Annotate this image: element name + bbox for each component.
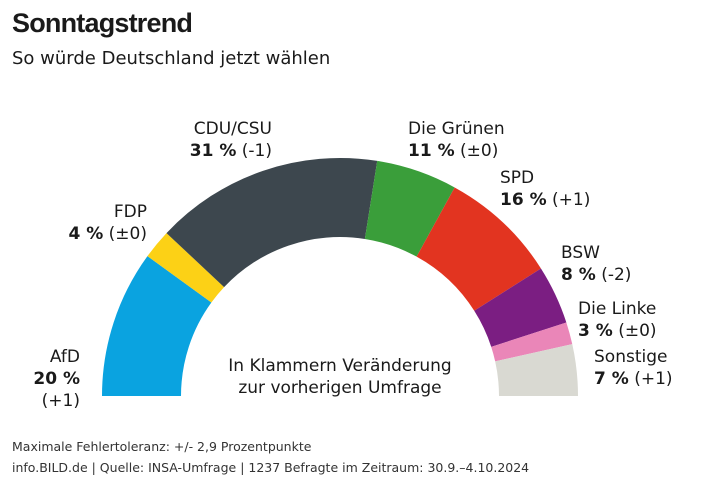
slice-change: (±0) [618,321,657,341]
slice-change: (-2) [601,265,632,285]
slice-change: (±0) [108,224,147,244]
slice-change: (-1) [241,141,272,161]
footer-error-margin: Maximale Fehlertoleranz: +/- 2,9 Prozent… [12,439,312,454]
label-bsw: BSW 8 % (-2) [561,242,631,286]
label-spd: SPD 16 % (+1) [500,167,590,211]
slice-value: 4 % [68,224,104,244]
slice-name: FDP [113,202,147,222]
note-line: zur vorherigen Umfrage [238,378,442,398]
footer-source: info.BILD.de | Quelle: INSA-Umfrage | 12… [12,460,530,475]
slice-value: 3 % [578,321,613,341]
slice-change: (+1) [41,391,80,411]
note-line: In Klammern Veränderung [228,356,452,376]
slice-fdp [147,233,225,303]
label-afd: AfD 20 % (+1) [0,346,80,412]
slice-name: Sonstige [594,347,668,367]
slice-value: 7 % [594,369,629,389]
slice-die-grünen [364,160,455,257]
label-sonstige: Sonstige 7 % (+1) [594,346,673,390]
slice-name: Die Grünen [408,119,505,139]
slice-sonstige [495,344,578,396]
slice-cdu-csu [166,158,378,288]
slice-change: (+1) [634,369,673,389]
slice-afd [102,256,212,396]
slice-name: CDU/CSU [193,119,272,139]
slice-name: Die Linke [578,299,657,319]
label-gruene: Die Grünen 11 % (±0) [408,118,505,162]
slice-spd [416,187,541,311]
slice-value: 20 % [33,369,80,389]
chart-title: Sonntagstrend [12,8,193,38]
slice-value: 31 % [189,141,237,161]
label-cdu-csu: CDU/CSU 31 % (-1) [190,118,272,162]
slice-change: (+1) [552,190,591,210]
chart-subtitle: So würde Deutschland jetzt wählen [12,48,331,69]
label-linke: Die Linke 3 % (±0) [578,298,657,342]
change-note: In Klammern Veränderung zur vorherigen U… [200,355,480,399]
slice-die-linke [491,322,573,362]
slice-name: SPD [500,168,535,188]
slice-value: 11 % [408,141,455,161]
slice-name: BSW [561,243,600,263]
slice-name: AfD [49,347,80,367]
slice-change: (±0) [460,141,499,161]
slice-value: 16 % [500,190,547,210]
slice-value: 8 % [561,265,596,285]
slice-bsw [474,268,567,347]
label-fdp: FDP 4 % (±0) [68,201,147,245]
